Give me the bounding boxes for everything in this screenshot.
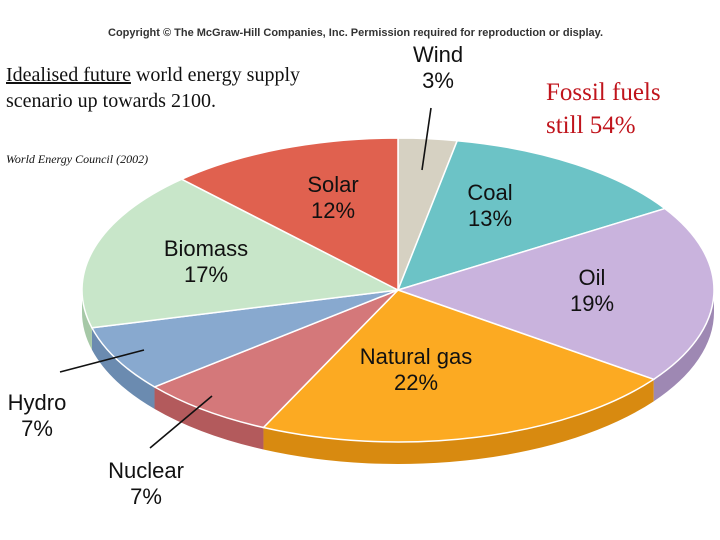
slice-label-oil: Oil bbox=[579, 265, 606, 290]
pie-side-hydro bbox=[91, 327, 155, 409]
leader-line-wind bbox=[421, 107, 432, 171]
slice-value-solar: 12% bbox=[311, 198, 355, 223]
leader-line-hydro bbox=[59, 349, 145, 373]
pie-slice-coal bbox=[396, 139, 667, 292]
pie-slice-hydro bbox=[90, 289, 399, 388]
pie-side-walls bbox=[82, 290, 714, 465]
source-citation: World Energy Council (2002) bbox=[6, 152, 149, 166]
slice-value-nuclear: 7% bbox=[130, 484, 162, 509]
note-line-1: Fossil fuels bbox=[546, 79, 661, 106]
slice-value-oil: 19% bbox=[570, 291, 614, 316]
slice-value-hydro: 7% bbox=[21, 416, 53, 441]
pie-slices bbox=[81, 137, 715, 443]
pie-side-biomass bbox=[82, 290, 92, 350]
copyright-notice: Copyright © The McGraw-Hill Companies, I… bbox=[108, 27, 604, 39]
pie-side-natural-gas bbox=[263, 379, 654, 465]
slice-label-wind: Wind bbox=[413, 42, 463, 67]
slice-value-wind: 3% bbox=[422, 68, 454, 93]
slice-label-natural-gas: Natural gas bbox=[360, 344, 473, 369]
caption-underlined: Idealised future bbox=[6, 64, 131, 86]
slice-value-natural-gas: 22% bbox=[394, 370, 438, 395]
pie-side-oil bbox=[653, 290, 714, 402]
pie-slice-biomass bbox=[81, 178, 401, 329]
fossil-fuels-note: Fossil fuels still 54% bbox=[546, 76, 716, 142]
slice-label-coal: Coal bbox=[467, 180, 512, 205]
chart-caption: Idealised future world energy supply sce… bbox=[6, 62, 306, 114]
pie-slice-solar bbox=[179, 137, 399, 292]
slice-label-nuclear: Nuclear bbox=[108, 458, 184, 483]
caption-text: world energy supply scenario up towards … bbox=[6, 64, 301, 112]
slice-value-coal: 13% bbox=[468, 206, 512, 231]
note-line-2: still 54% bbox=[546, 112, 636, 139]
pie-slice-oil bbox=[395, 207, 715, 381]
pie-slice-nuclear bbox=[152, 289, 399, 429]
pie-side-nuclear bbox=[154, 386, 264, 450]
slice-value-biomass: 17% bbox=[184, 262, 228, 287]
leader-line-nuclear bbox=[149, 395, 213, 449]
slice-label-solar: Solar bbox=[307, 172, 358, 197]
slice-label-biomass: Biomass bbox=[164, 236, 248, 261]
slice-label-hydro: Hydro bbox=[8, 390, 67, 415]
